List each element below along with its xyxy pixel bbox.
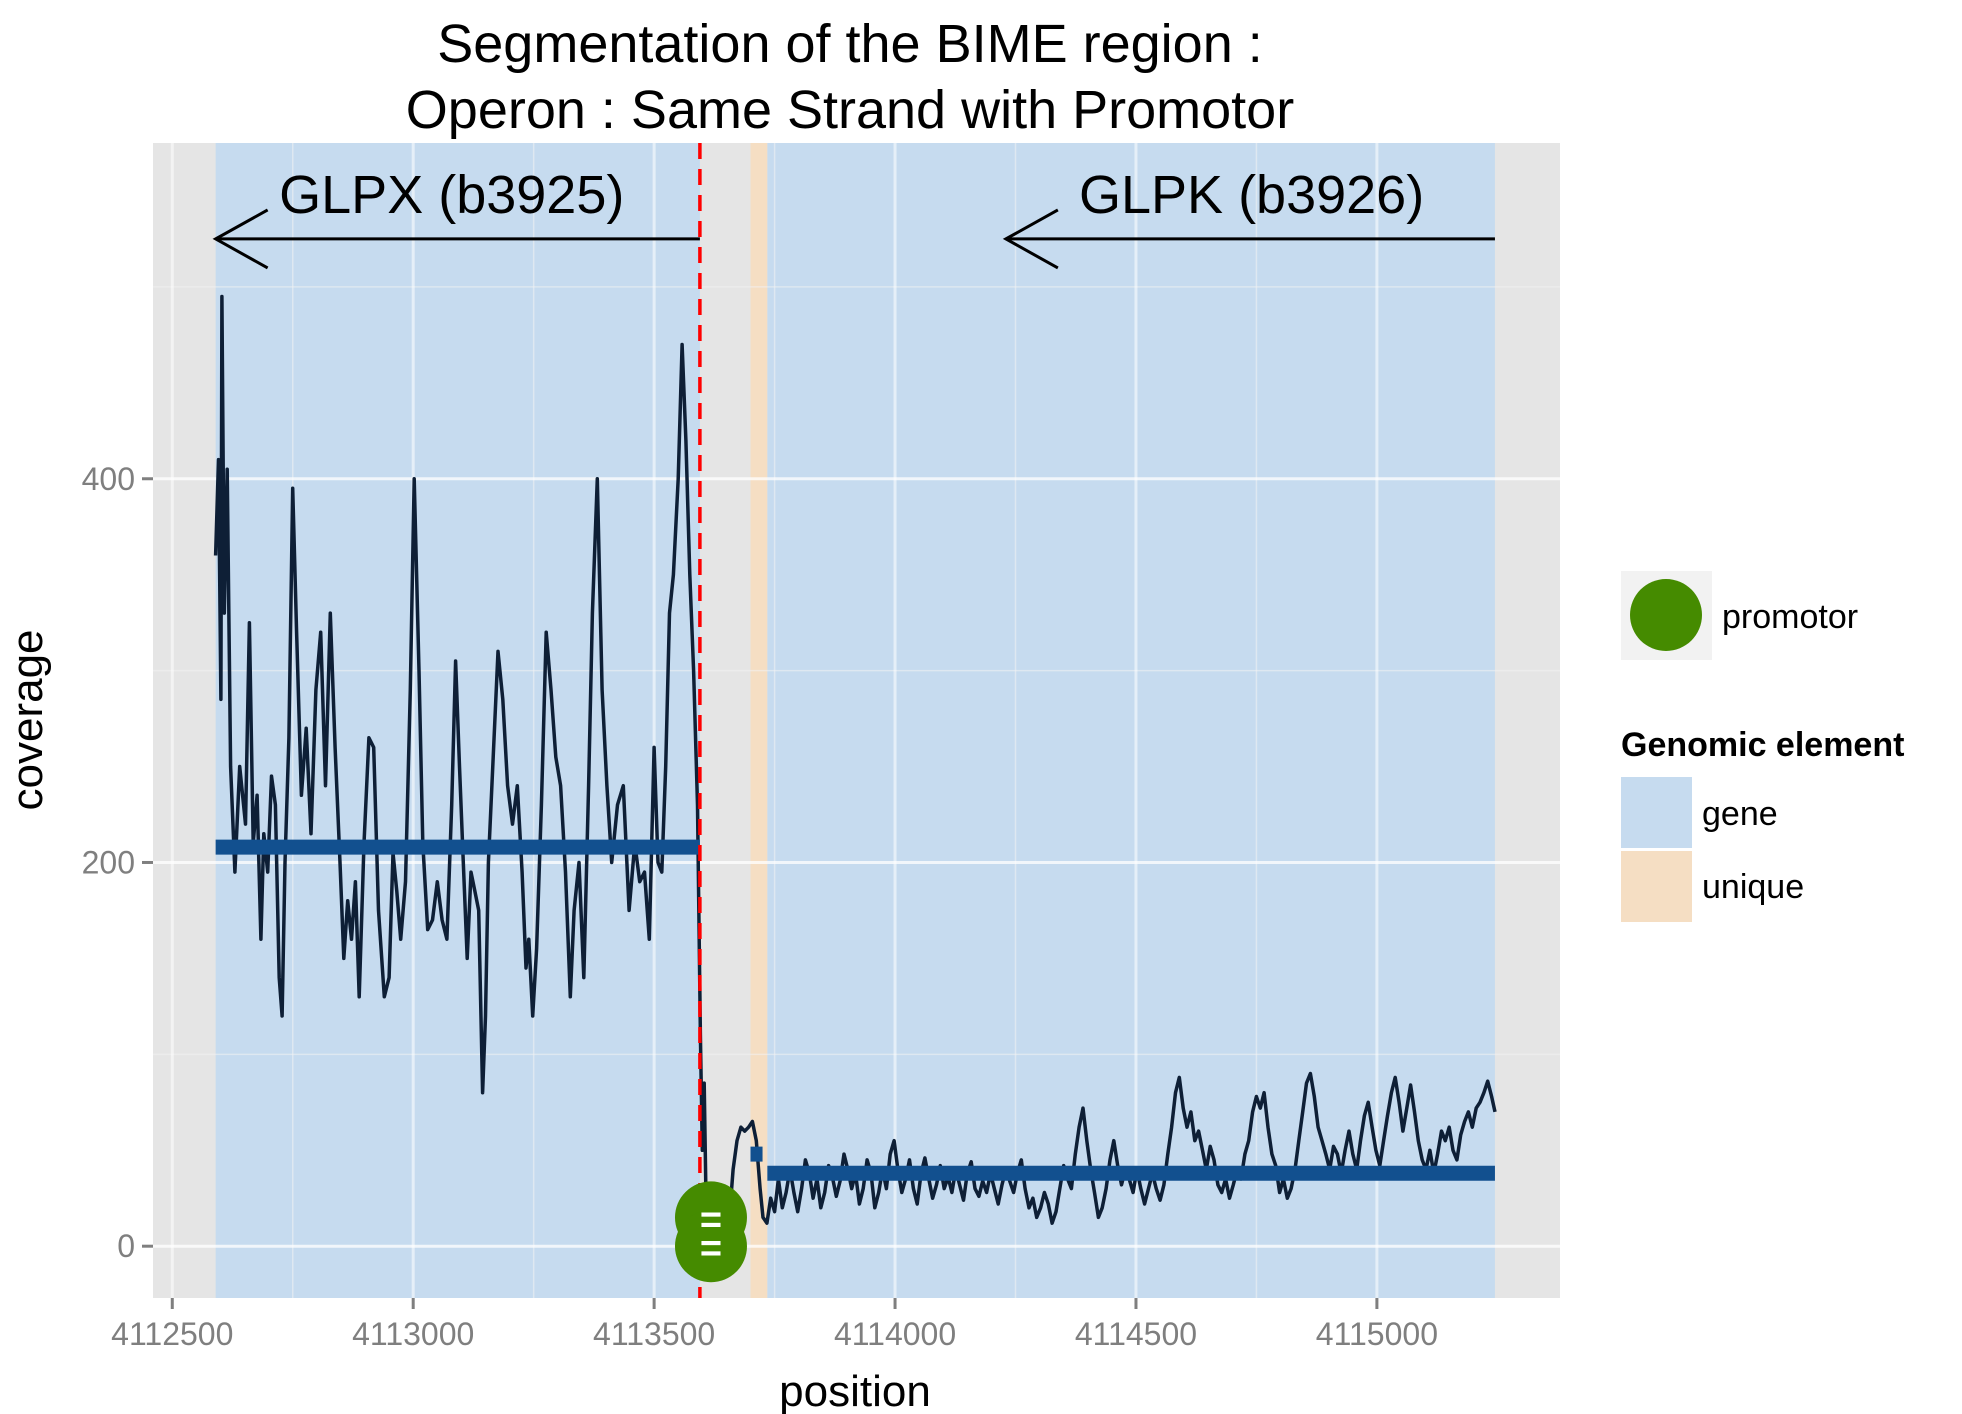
chart-title: Segmentation of the BIME region : Operon… (406, 14, 1294, 140)
region-unique-1 (750, 143, 768, 1298)
gene-arrow-head (212, 208, 269, 270)
x-tick-label: 4112500 (111, 1316, 233, 1352)
legend-unique-label: unique (1702, 868, 1804, 906)
legend-gene-key (1621, 777, 1692, 848)
gene-label: GLPK (b3926) (1079, 165, 1424, 225)
gene-arrow-head (1002, 208, 1059, 270)
legend: promotor Genomic element gene unique (1621, 571, 1904, 922)
x-tick-label: 4114000 (834, 1316, 956, 1352)
legend-promotor-key (1630, 579, 1702, 651)
x-tick-label: 4113500 (593, 1316, 715, 1352)
legend-gene-label: gene (1702, 795, 1778, 833)
y-axis-title: coverage (3, 629, 52, 810)
region-gene-2 (767, 143, 1495, 1298)
legend-title: Genomic element (1621, 726, 1904, 764)
grid-lines (153, 143, 1560, 1298)
legend-unique-key (1621, 851, 1692, 922)
x-tick-label: 4114500 (1075, 1316, 1197, 1352)
promotor-point (674, 1210, 747, 1283)
y-axis: 0 200 400 (82, 461, 153, 1264)
segment-means (215, 839, 1495, 1181)
x-tick-label: 4113000 (352, 1316, 474, 1352)
promotor-points: == (674, 1181, 747, 1283)
y-tick-label: 400 (82, 461, 135, 497)
gene-label: GLPX (b3925) (279, 165, 624, 225)
x-axis-title: position (779, 1367, 931, 1414)
legend-promotor-label: promotor (1722, 598, 1858, 636)
coverage-line (213, 294, 1497, 1233)
title-line-2: Operon : Same Strand with Promotor (406, 80, 1294, 140)
y-tick-label: 200 (82, 844, 135, 880)
promotor-point-label: = (700, 1228, 722, 1270)
promotor-point-label: = (700, 1199, 722, 1241)
y-tick-label: 0 (117, 1228, 135, 1264)
x-axis: 4112500 4113000 4113500 4114000 4114500 41150… (111, 1298, 1438, 1352)
coverage-series (213, 294, 1497, 1233)
gene-arrows: GLPX (b3925) GLPK (b3926) (212, 165, 1495, 270)
genomic-regions (215, 143, 1495, 1298)
x-tick-label: 4115000 (1316, 1316, 1438, 1352)
title-line-1: Segmentation of the BIME region : (437, 14, 1262, 74)
